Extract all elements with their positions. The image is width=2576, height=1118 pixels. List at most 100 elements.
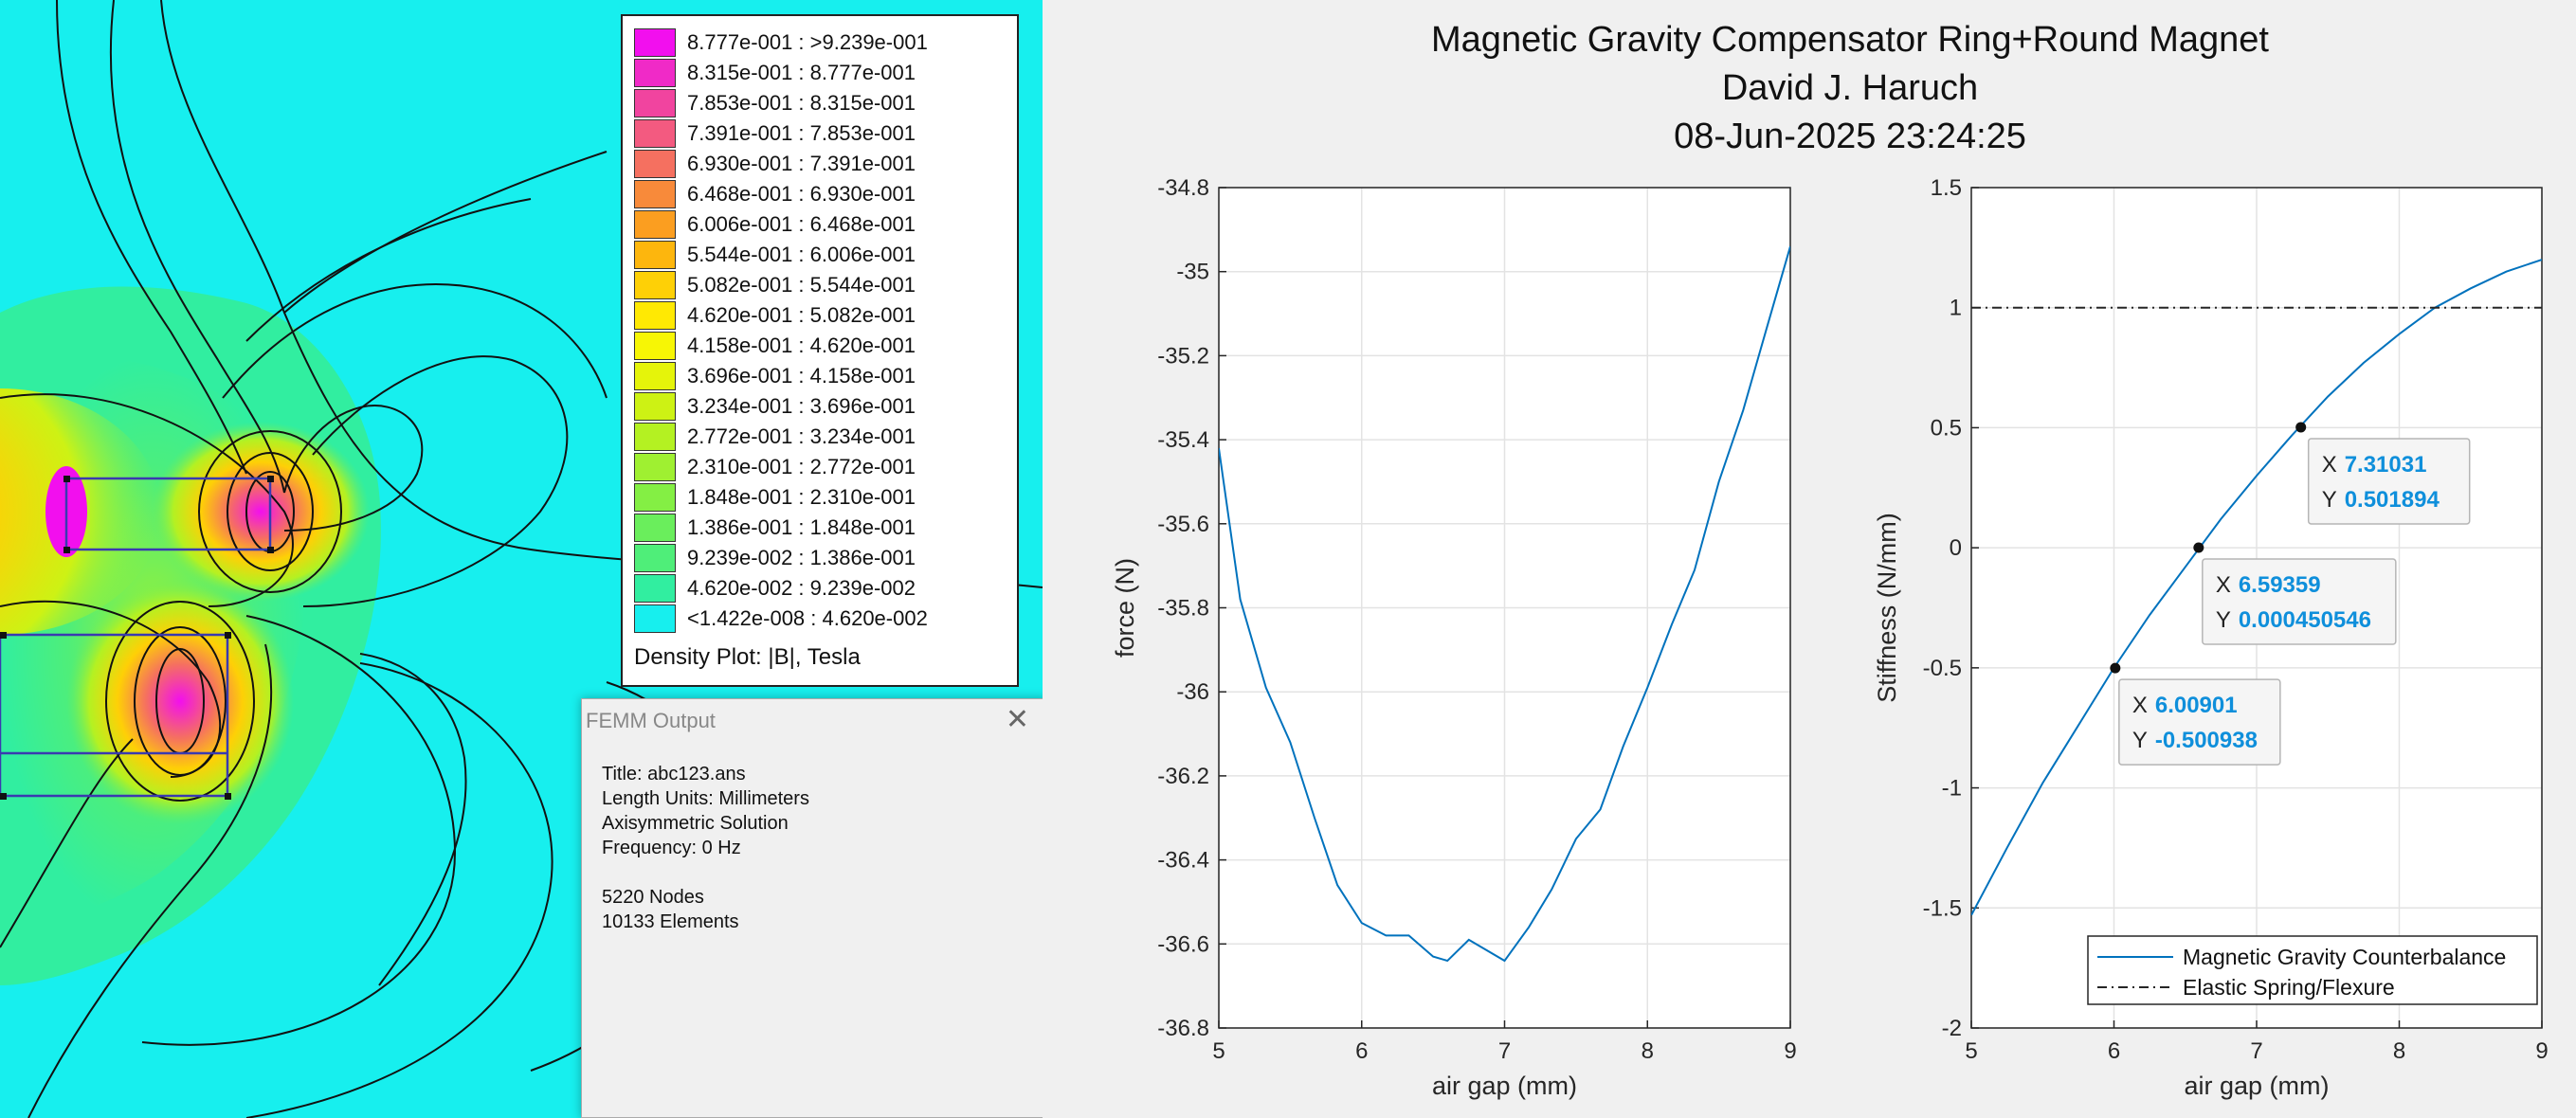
- datatip-x-value: 7.31031: [2345, 452, 2427, 478]
- matlab-figure[interactable]: Magnetic Gravity Compensator Ring+Round …: [1043, 0, 2576, 1118]
- output-line-title: Title: abc123.ans: [602, 764, 746, 784]
- datatip-x-value: 6.59359: [2239, 572, 2321, 598]
- y-tick-label: 0.5: [1931, 415, 1962, 441]
- datatip-box: [2118, 678, 2281, 766]
- legend-swatch: [634, 150, 676, 178]
- geometry-nodes: [0, 476, 274, 800]
- datatip-y-label: Y: [2132, 728, 2148, 753]
- legend-entry: 5.544e-001 : 6.006e-001: [634, 240, 916, 270]
- datatip-y-value: 0.000450546: [2239, 607, 2371, 633]
- y-tick-label: -35.4: [1157, 427, 1209, 453]
- field-density-plot[interactable]: [0, 0, 1043, 1118]
- x-tick-label: 8: [2393, 1038, 2405, 1064]
- y-axis-label: force (N): [1111, 558, 1139, 658]
- output-line-solution: Axisymmetric Solution: [602, 813, 789, 834]
- close-icon[interactable]: ✕: [1005, 704, 1029, 735]
- legend-swatch: [634, 89, 676, 117]
- y-tick-label: 1: [1950, 296, 1962, 321]
- legend-entry: 8.315e-001 : 8.777e-001: [634, 58, 916, 88]
- legend-swatch: [634, 514, 676, 542]
- x-tick-label: 7: [1498, 1038, 1511, 1064]
- datatip-marker: [2295, 422, 2307, 433]
- legend-label: 3.696e-001 : 4.158e-001: [687, 364, 916, 388]
- legend-entry: 3.696e-001 : 4.158e-001: [634, 361, 916, 391]
- legend-caption: Density Plot: |B|, Tesla: [634, 644, 861, 670]
- legend-swatch: [634, 483, 676, 512]
- legend-swatch: [634, 28, 676, 57]
- y-tick-label: -35.8: [1157, 596, 1209, 622]
- legend-swatch: [634, 574, 676, 603]
- datatip-x-value: 6.00901: [2155, 693, 2238, 718]
- legend-entry: 9.239e-002 : 1.386e-001: [634, 543, 916, 573]
- legend-label: 4.158e-001 : 4.620e-001: [687, 334, 916, 357]
- legend-label: 6.468e-001 : 6.930e-001: [687, 182, 916, 206]
- legend-entry: 3.234e-001 : 3.696e-001: [634, 391, 916, 422]
- stiffness-axes[interactable]: 5 6 7 8 9 1.5 1 0.5 0 -0.5 -1 -1.5 -2 air gap (mm) Sti…: [1873, 175, 2549, 1100]
- legend-swatch: [634, 301, 676, 330]
- output-line-nodes: 5220 Nodes: [602, 887, 704, 908]
- y-tick-label: -36.4: [1157, 848, 1209, 874]
- legend-entry: 6.468e-001 : 6.930e-001: [634, 179, 916, 209]
- y-tick-label: -35.2: [1157, 343, 1209, 369]
- femm-output-dialog[interactable]: FEMM Output ✕ Title: abc123.ans Length U…: [581, 698, 1047, 1118]
- y-tick-label: -1: [1942, 776, 1962, 802]
- legend-entry: <1.422e-008 : 4.620e-002: [634, 604, 928, 634]
- force-axes[interactable]: 5 6 7 8 9 -34.8 -35 -35.2 -35.4 -35.6 -35.8 -36 -36.…: [1111, 175, 1797, 1100]
- x-tick-label: 6: [2108, 1038, 2120, 1064]
- x-tick-label: 8: [1642, 1038, 1654, 1064]
- legend-label: 1.386e-001 : 1.848e-001: [687, 515, 916, 539]
- field-hotspot-lower: [66, 578, 294, 824]
- datatip-x-label: X: [2216, 572, 2231, 598]
- x-tick-label: 9: [1784, 1038, 1796, 1064]
- x-axis-label: air gap (mm): [1432, 1072, 1577, 1100]
- x-tick-label: 5: [1212, 1038, 1225, 1064]
- legend-label: 5.544e-001 : 6.006e-001: [687, 243, 916, 266]
- legend-swatch: [634, 423, 676, 451]
- legend-label: 7.853e-001 : 8.315e-001: [687, 91, 916, 115]
- legend-entry: 1.848e-001 : 2.310e-001: [634, 482, 916, 513]
- y-tick-label: -36.2: [1157, 764, 1209, 789]
- x-tick-label: 7: [2250, 1038, 2262, 1064]
- y-tick-label: -0.5: [1923, 656, 1962, 681]
- legend-swatch: [634, 362, 676, 390]
- legend-swatch: [634, 271, 676, 299]
- legend-swatch: [634, 210, 676, 239]
- figure-canvas[interactable]: Magnetic Gravity Compensator Ring+Round …: [1043, 0, 2576, 1118]
- y-axis-label: Stiffness (N/mm): [1873, 513, 1901, 703]
- datatip-x-label: X: [2322, 452, 2337, 478]
- y-tick-label: -1.5: [1923, 895, 1962, 921]
- datatip-marker: [2110, 662, 2121, 674]
- legend-label: 8.315e-001 : 8.777e-001: [687, 61, 916, 84]
- legend-swatch: [634, 180, 676, 208]
- x-tick-label: 6: [1355, 1038, 1368, 1064]
- datatip-y-label: Y: [2216, 607, 2231, 633]
- legend-label: 6.930e-001 : 7.391e-001: [687, 152, 916, 175]
- datatip-y-value: 0.501894: [2345, 487, 2440, 513]
- legend-swatch: [634, 544, 676, 572]
- legend-entry: 7.853e-001 : 8.315e-001: [634, 88, 916, 118]
- legend-label: 9.239e-002 : 1.386e-001: [687, 546, 916, 569]
- legend-label: 7.391e-001 : 7.853e-001: [687, 121, 916, 145]
- femm-output-title: FEMM Output: [586, 709, 716, 732]
- datatip-x-label: X: [2132, 693, 2148, 718]
- figure-title-line-2: David J. Haruch: [1722, 68, 1978, 108]
- x-axis-label: air gap (mm): [2184, 1072, 2329, 1100]
- legend-label: 8.777e-001 : >9.239e-001: [687, 30, 928, 54]
- legend-swatch: [634, 332, 676, 360]
- datatip-y-label: Y: [2322, 487, 2337, 513]
- data-line: [1219, 245, 1790, 963]
- density-legend: 8.777e-001 : >9.239e-001 8.315e-001 : 8.7…: [621, 14, 1019, 687]
- x-tick-label: 5: [1965, 1038, 1977, 1064]
- legend-entry: 1.386e-001 : 1.848e-001: [634, 513, 916, 543]
- geometry-outline: [0, 477, 272, 798]
- femm-view[interactable]: 8.777e-001 : >9.239e-001 8.315e-001 : 8.7…: [0, 0, 1043, 1118]
- legend-entry: 8.777e-001 : >9.239e-001: [634, 27, 928, 58]
- legend-label: 1.848e-001 : 2.310e-001: [687, 485, 916, 509]
- datatip-marker: [2193, 542, 2204, 553]
- figure-title-line-1: Magnetic Gravity Compensator Ring+Round …: [1431, 20, 2269, 60]
- legend-label: 6.006e-001 : 6.468e-001: [687, 212, 916, 236]
- legend-label: <1.422e-008 : 4.620e-002: [687, 606, 928, 630]
- legend-entry: 6.006e-001 : 6.468e-001: [634, 209, 916, 240]
- y-tick-label: -36: [1176, 679, 1209, 705]
- legend-entry-label: Elastic Spring/Flexure: [2183, 975, 2395, 1000]
